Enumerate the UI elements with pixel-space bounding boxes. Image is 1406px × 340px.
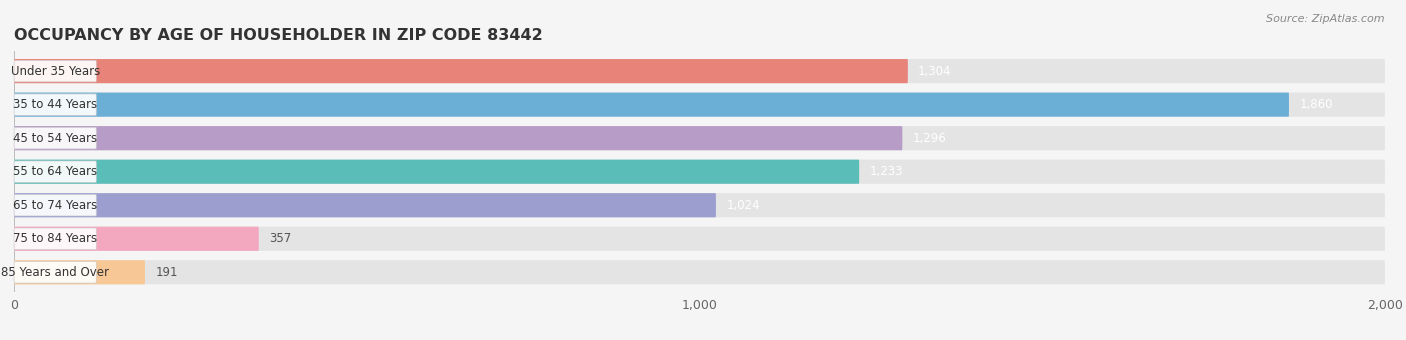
FancyBboxPatch shape	[14, 59, 1385, 83]
Text: 65 to 74 Years: 65 to 74 Years	[13, 199, 97, 212]
FancyBboxPatch shape	[14, 193, 1385, 217]
Text: 45 to 54 Years: 45 to 54 Years	[13, 132, 97, 145]
FancyBboxPatch shape	[14, 92, 1289, 117]
Text: 35 to 44 Years: 35 to 44 Years	[13, 98, 97, 111]
FancyBboxPatch shape	[14, 193, 716, 217]
FancyBboxPatch shape	[14, 261, 96, 283]
Text: 55 to 64 Years: 55 to 64 Years	[13, 165, 97, 178]
Text: Source: ZipAtlas.com: Source: ZipAtlas.com	[1267, 14, 1385, 23]
Text: 191: 191	[155, 266, 177, 279]
Text: 1,860: 1,860	[1299, 98, 1333, 111]
FancyBboxPatch shape	[14, 126, 903, 150]
Text: Under 35 Years: Under 35 Years	[11, 65, 100, 78]
FancyBboxPatch shape	[14, 194, 96, 216]
FancyBboxPatch shape	[14, 227, 1385, 251]
Text: 75 to 84 Years: 75 to 84 Years	[13, 232, 97, 245]
FancyBboxPatch shape	[14, 128, 96, 149]
Text: 1,024: 1,024	[727, 199, 759, 212]
FancyBboxPatch shape	[14, 94, 96, 115]
Text: 1,233: 1,233	[869, 165, 903, 178]
Text: 1,304: 1,304	[918, 65, 952, 78]
FancyBboxPatch shape	[14, 160, 1385, 184]
FancyBboxPatch shape	[14, 126, 1385, 150]
FancyBboxPatch shape	[14, 260, 145, 284]
FancyBboxPatch shape	[14, 160, 859, 184]
FancyBboxPatch shape	[14, 228, 96, 250]
FancyBboxPatch shape	[14, 61, 96, 82]
Text: 357: 357	[269, 232, 291, 245]
Text: 85 Years and Over: 85 Years and Over	[1, 266, 110, 279]
FancyBboxPatch shape	[14, 227, 259, 251]
FancyBboxPatch shape	[14, 161, 96, 183]
FancyBboxPatch shape	[14, 260, 1385, 284]
Text: 1,296: 1,296	[912, 132, 946, 145]
FancyBboxPatch shape	[14, 59, 908, 83]
FancyBboxPatch shape	[14, 92, 1385, 117]
Text: OCCUPANCY BY AGE OF HOUSEHOLDER IN ZIP CODE 83442: OCCUPANCY BY AGE OF HOUSEHOLDER IN ZIP C…	[14, 28, 543, 43]
